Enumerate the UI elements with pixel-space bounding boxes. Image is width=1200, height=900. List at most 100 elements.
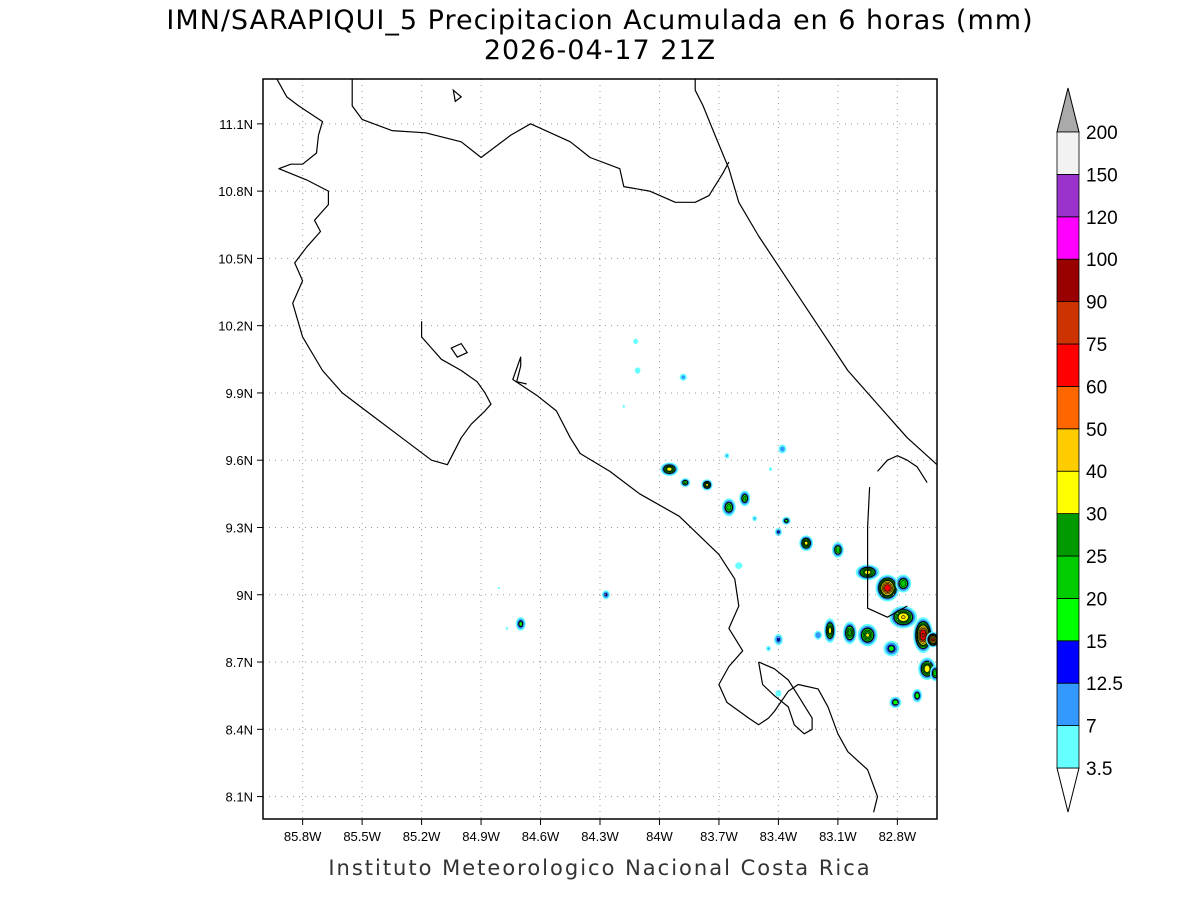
colorbar-swatch <box>1056 640 1080 684</box>
contour-level <box>622 405 625 408</box>
contour-level <box>933 670 937 676</box>
precip-cell <box>857 623 878 647</box>
contour-level <box>505 627 509 630</box>
precip-cell <box>824 618 836 643</box>
precip-cell <box>889 696 902 708</box>
colorbar-swatch <box>1056 513 1080 557</box>
coastline <box>758 661 813 735</box>
contour-level <box>780 446 785 452</box>
precip-cell <box>721 498 736 517</box>
precip-cell <box>889 605 918 629</box>
lat-tick-label: 9.3N <box>226 520 253 535</box>
map-subtitle-date: 2026-04-17 21Z <box>483 35 717 66</box>
colorbar-swatch <box>1056 216 1080 260</box>
precip-cell <box>679 373 687 381</box>
colorbar-label: 120 <box>1086 208 1118 229</box>
lon-tick-label: 85.5W <box>343 829 381 844</box>
colorbar-swatch <box>1056 258 1080 303</box>
colorbar-top-arrow <box>1056 87 1080 133</box>
precip-cell <box>515 617 526 631</box>
lat-tick-label: 10.8N <box>218 184 253 199</box>
precip-cell <box>930 665 937 682</box>
colorbar-label: 60 <box>1086 377 1107 398</box>
precip-cell <box>774 527 782 537</box>
coastline <box>866 487 908 618</box>
contour-level <box>847 629 853 637</box>
coastline <box>694 79 937 466</box>
lat-tick-label: 11.1N <box>219 117 253 132</box>
coastline <box>351 79 730 203</box>
contour-level <box>923 664 931 673</box>
lake-outline <box>452 88 463 103</box>
precip-cell <box>680 478 691 488</box>
precip-cell <box>735 562 743 569</box>
lat-tick-label: 9.9N <box>226 386 253 401</box>
colorbar-label: 3.5 <box>1086 759 1112 780</box>
colorbar-swatch <box>1056 682 1080 727</box>
contour-level <box>518 621 523 627</box>
precip-cell <box>633 338 639 345</box>
precip-cell <box>660 462 679 476</box>
precip-cell <box>814 630 823 640</box>
precip-cell <box>752 515 758 522</box>
colorbar-swatch <box>1056 598 1080 642</box>
colorbar-label: 12.5 <box>1086 674 1123 695</box>
contour-level <box>683 481 687 484</box>
lake-outline <box>450 342 469 358</box>
plot-frame <box>262 78 938 820</box>
colorbar-label: 90 <box>1086 293 1107 314</box>
contour-level <box>753 517 756 520</box>
precip-cell <box>497 586 500 590</box>
precip-cell <box>505 627 509 630</box>
colorbar-swatch <box>1056 131 1080 175</box>
contour-level <box>901 615 906 620</box>
colorbar-label: 150 <box>1086 165 1118 186</box>
lat-tick-label: 9.6N <box>226 453 253 468</box>
map-gridlines <box>263 79 937 819</box>
lon-tick-label: 85.8W <box>284 829 322 844</box>
contour-level <box>892 699 899 705</box>
contour-level <box>633 338 639 345</box>
contour-level <box>804 541 809 546</box>
colorbar-label: 25 <box>1086 547 1107 568</box>
contour-level <box>784 519 789 523</box>
lon-tick-label: 84.6W <box>522 829 560 844</box>
precip-cell <box>831 542 844 558</box>
precip-cell <box>739 490 751 507</box>
precip-cell <box>875 574 900 602</box>
colorbar-label: 7 <box>1086 717 1097 738</box>
lat-tick-label: 10.5N <box>218 251 253 266</box>
precip-cell <box>634 367 641 374</box>
lon-tick-label: 83.4W <box>760 829 798 844</box>
colorbar-bottom-arrow <box>1056 767 1080 813</box>
contour-level <box>666 467 673 472</box>
precip-cell <box>768 467 773 471</box>
contour-level <box>865 632 870 638</box>
colorbar-swatch <box>1056 343 1080 387</box>
contour-level <box>726 504 732 511</box>
lat-tick-label: 8.7N <box>226 655 253 670</box>
precip-cell <box>701 479 713 491</box>
lat-tick-label: 10.2N <box>218 319 253 334</box>
precip-cell <box>883 640 900 657</box>
colorbar-label: 200 <box>1086 123 1118 144</box>
colorbar-label: 40 <box>1086 462 1107 483</box>
colorbar-swatch <box>1056 385 1080 430</box>
contour-level <box>681 375 686 380</box>
precip-cell <box>775 690 782 697</box>
precip-cell <box>778 444 787 454</box>
colorbar-label: 100 <box>1086 250 1118 271</box>
precip-cell <box>781 516 791 525</box>
precip-cell <box>799 535 814 552</box>
colorbar-swatch <box>1056 470 1080 515</box>
lat-tick-label: 8.1N <box>226 790 253 805</box>
lon-tick-label: 84W <box>646 829 673 844</box>
contour-level <box>743 496 747 501</box>
contour-level <box>884 584 891 592</box>
lon-tick-label: 83.1W <box>819 829 857 844</box>
precip-cell <box>926 631 937 648</box>
coastline <box>512 356 879 813</box>
coastline <box>276 79 492 466</box>
precip-cell <box>895 574 912 593</box>
